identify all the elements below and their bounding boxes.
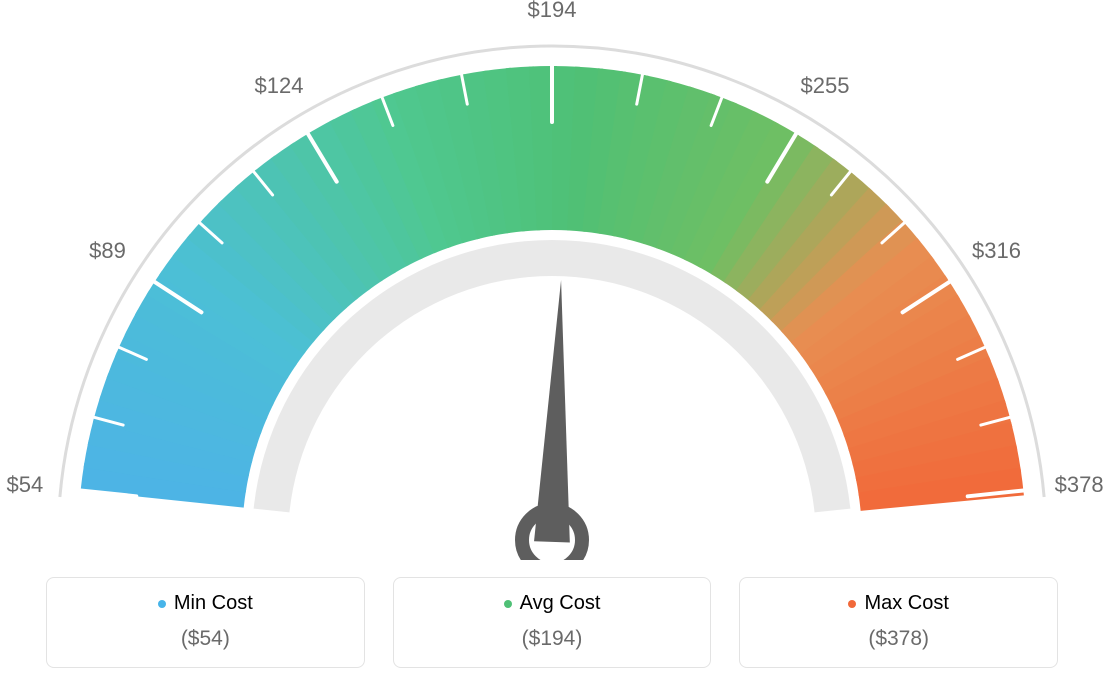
dot-icon (504, 600, 512, 608)
legend-card-min: Min Cost ($54) (46, 577, 365, 668)
legend-row: Min Cost ($54) Avg Cost ($194) Max Cost … (46, 577, 1058, 668)
legend-card-max: Max Cost ($378) (739, 577, 1058, 668)
gauge-tick-label: $124 (255, 73, 304, 99)
gauge-svg (0, 0, 1104, 560)
gauge-chart: $54 $89 $124 $194 $255 $316 $378 (0, 0, 1104, 560)
legend-title-min: Min Cost (158, 592, 253, 615)
legend-value-max: ($378) (750, 627, 1047, 651)
gauge-tick-label: $255 (800, 73, 849, 99)
gauge-tick-label: $194 (528, 0, 577, 23)
legend-card-avg: Avg Cost ($194) (393, 577, 712, 668)
legend-value-avg: ($194) (404, 627, 701, 651)
legend-title-text: Min Cost (174, 592, 253, 615)
legend-title-text: Avg Cost (520, 592, 601, 615)
dot-icon (158, 600, 166, 608)
legend-value-min: ($54) (57, 627, 354, 651)
legend-title-avg: Avg Cost (504, 592, 601, 615)
dot-icon (848, 600, 856, 608)
gauge-tick-label: $378 (1055, 472, 1104, 498)
gauge-tick-label: $54 (7, 472, 44, 498)
gauge-tick-label: $89 (89, 238, 126, 264)
legend-title-text: Max Cost (864, 592, 948, 615)
legend-title-max: Max Cost (848, 592, 948, 615)
gauge-tick-label: $316 (972, 238, 1021, 264)
